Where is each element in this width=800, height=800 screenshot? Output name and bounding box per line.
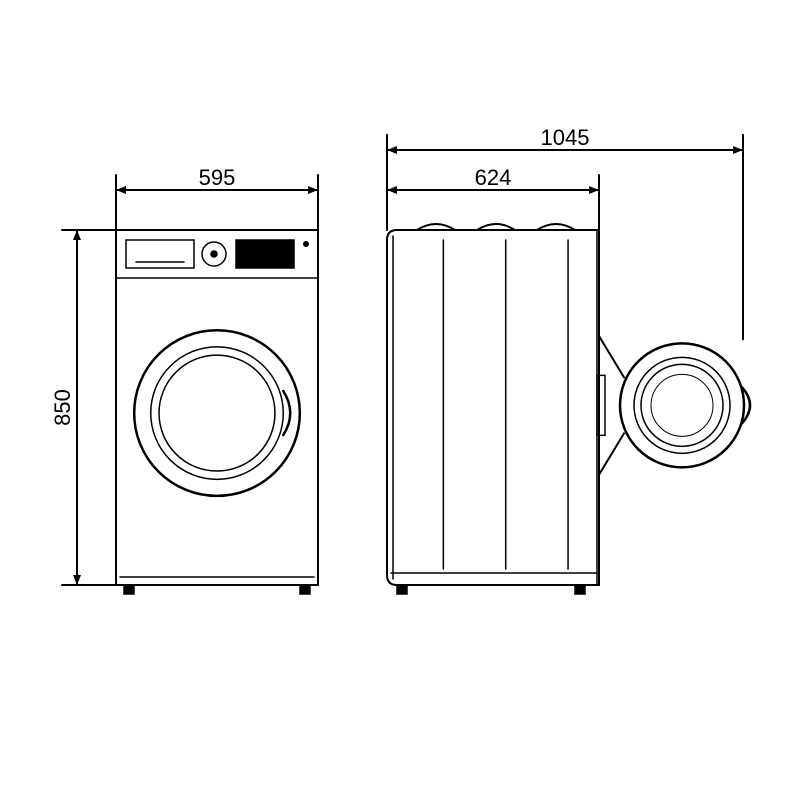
dim-label: 850 [50, 389, 75, 426]
dim-label: 595 [199, 165, 236, 190]
dim-label: 624 [475, 165, 512, 190]
dim-label: 1045 [541, 125, 590, 150]
drawing-layer: 595 850 624 1045 [50, 125, 750, 594]
dimension-drawing: 595 850 624 1045 [0, 0, 800, 800]
